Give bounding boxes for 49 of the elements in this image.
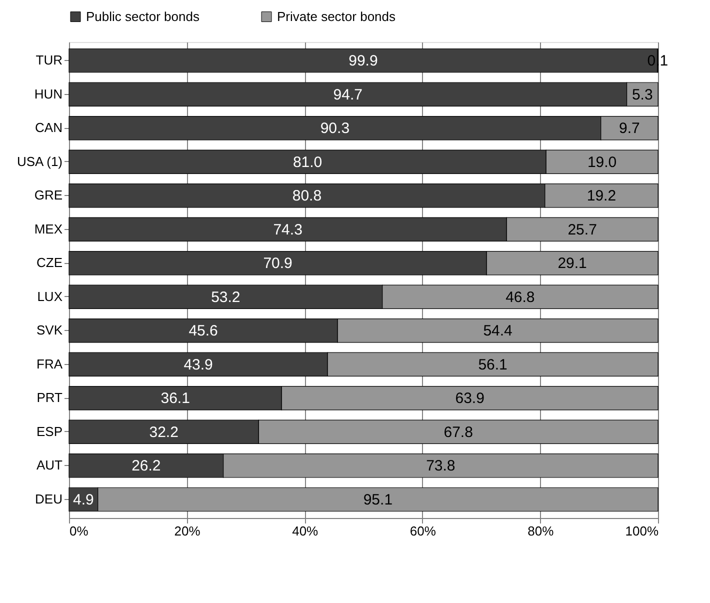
y-tick-label: MEX <box>34 221 63 236</box>
data-label: 45.6 <box>188 322 218 340</box>
data-label: 74.3 <box>273 221 302 238</box>
y-tick-label: FRA <box>36 356 63 372</box>
y-tick-label: CZE <box>36 255 63 270</box>
data-label: 9.7 <box>619 120 640 138</box>
legend-label: Public sector bonds <box>86 8 200 24</box>
data-label: 99.9 <box>348 52 378 70</box>
x-tick-label: 60% <box>410 524 436 538</box>
data-label: 90.3 <box>320 120 350 138</box>
y-tick-label: HUN <box>34 86 62 102</box>
y-tick-label: GRE <box>34 188 63 203</box>
data-label: 43.9 <box>184 356 213 374</box>
x-tick-label: 80% <box>528 524 554 538</box>
data-label: 26.2 <box>132 458 161 475</box>
data-label: 53.2 <box>211 288 240 306</box>
data-label: 95.1 <box>363 491 393 508</box>
y-tick-label: TUR <box>36 52 62 68</box>
data-label: 29.1 <box>558 255 587 272</box>
y-tick-label: LUX <box>37 288 63 304</box>
data-label: 19.0 <box>587 154 617 171</box>
data-label: 5.3 <box>632 86 653 104</box>
data-label: 4.9 <box>73 491 94 508</box>
data-label: 54.4 <box>483 322 512 340</box>
data-label: 81.0 <box>292 154 322 171</box>
x-tick-label: 20% <box>174 524 201 538</box>
data-label: 80.8 <box>292 188 322 205</box>
x-tick-label: 40% <box>292 524 319 538</box>
y-tick-label: USA (1) <box>16 154 62 169</box>
y-tick-label: DEU <box>35 491 62 506</box>
y-tick-label: AUT <box>36 458 63 473</box>
data-label: 63.9 <box>455 390 484 408</box>
data-label: 56.1 <box>478 356 508 374</box>
data-label: 32.2 <box>149 424 178 441</box>
data-label: 94.7 <box>333 86 362 104</box>
y-tick-label: SVK <box>36 322 63 338</box>
y-tick-label: ESP <box>36 424 62 439</box>
data-label: 46.8 <box>506 288 535 306</box>
data-label: 19.2 <box>586 188 616 205</box>
data-label: 73.8 <box>426 458 456 475</box>
y-tick-label: PRT <box>36 390 63 406</box>
y-tick-label: CAN <box>35 120 62 136</box>
data-label: 70.9 <box>263 255 292 272</box>
x-tick-label: 100% <box>625 524 659 538</box>
x-tick-label: 0% <box>70 524 89 538</box>
data-label: 67.8 <box>444 424 473 441</box>
legend-label: Private sector bonds <box>277 8 396 24</box>
data-label: 25.7 <box>568 221 597 238</box>
data-label: 36.1 <box>160 390 190 408</box>
